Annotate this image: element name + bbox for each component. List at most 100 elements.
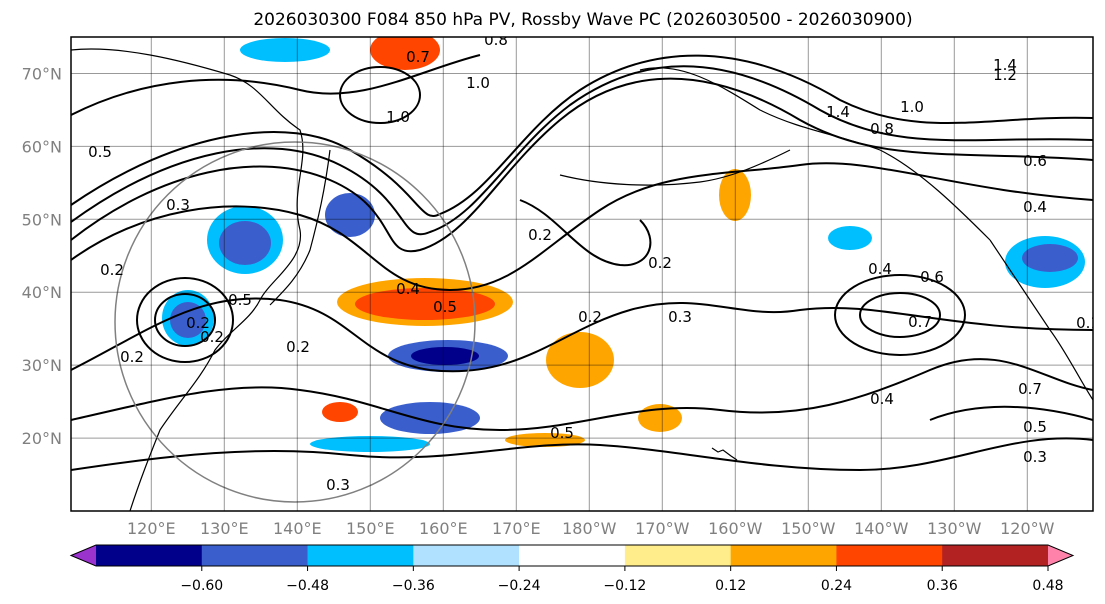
longitude-tick-label: 170°W bbox=[635, 519, 690, 538]
pv-contour-label: 0.5 bbox=[550, 424, 574, 442]
coastline-japan bbox=[269, 149, 331, 306]
longitude-tick-label: 120°W bbox=[1000, 519, 1055, 538]
latitude-tick-label: 30°N bbox=[22, 356, 62, 375]
colorbar-segment bbox=[836, 545, 943, 566]
pc-anomaly-japan-negative-core bbox=[219, 221, 271, 265]
pc-anomaly-gulf-positive bbox=[719, 169, 751, 221]
colorbar-segment bbox=[201, 545, 309, 566]
map-frame bbox=[70, 36, 1094, 512]
pv-contour-label: 1.0 bbox=[466, 74, 490, 92]
pv-contour-label: 0.2 bbox=[286, 338, 310, 356]
pc-anomaly-gulf-negative bbox=[828, 226, 872, 250]
longitude-tick-label: 160°W bbox=[708, 519, 763, 538]
pv-contour bbox=[71, 65, 1093, 236]
pc-anomaly-tropical-positive bbox=[505, 433, 585, 447]
colorbar-segment bbox=[942, 545, 1049, 566]
colorbar-segment bbox=[307, 545, 414, 566]
pv-contour-label: 0.5 bbox=[88, 143, 112, 161]
colorbar-outline bbox=[69, 544, 1075, 567]
latitude-tick-label: 50°N bbox=[22, 210, 62, 229]
pv-contour-label: 0.4 bbox=[868, 260, 892, 278]
longitude-tick-label: 130°E bbox=[200, 519, 249, 538]
longitude-tick-label: 150°E bbox=[346, 519, 395, 538]
pv-contour-label: 0.4 bbox=[396, 280, 420, 298]
colorbar-tick-label: 0.48 bbox=[1032, 578, 1063, 594]
colorbar-extend-min bbox=[71, 545, 96, 566]
map-plot-area: 0.8 0.7 1.0 1.0 0.5 0.3 0.2 0.5 0.2 0.4 0.5 0.2 0.2 0… bbox=[71, 31, 1093, 511]
pv-contour-label: 0.3 bbox=[1023, 448, 1047, 466]
colorbar-tick-label: −0.36 bbox=[392, 578, 435, 594]
colorbar-tick-label: −0.12 bbox=[603, 578, 646, 594]
latitude-tick-labels: 70°N 60°N 50°N 40°N 30°N 20°N bbox=[22, 64, 62, 448]
longitude-tick-label: 170°E bbox=[492, 519, 541, 538]
coastline-alaska bbox=[639, 67, 991, 241]
pc-anomaly-china-negative-core bbox=[170, 302, 206, 338]
coastlines bbox=[71, 48, 1093, 511]
coastline-aleutians bbox=[559, 149, 791, 186]
colorbar-tick-label: 0.24 bbox=[821, 578, 852, 594]
colorbar-tick-label: 0.36 bbox=[927, 578, 958, 594]
pv-contour bbox=[71, 54, 1093, 217]
pv-contour bbox=[859, 292, 941, 338]
pv-contour-label: 0.3 bbox=[326, 476, 350, 494]
colorbar-tick-label: −0.24 bbox=[498, 578, 541, 594]
pv-contour bbox=[71, 358, 1093, 432]
graticule bbox=[71, 37, 1093, 511]
pv-contour bbox=[136, 277, 234, 363]
pv-contour-label: 0.3 bbox=[166, 196, 190, 214]
colorbar-segment bbox=[730, 545, 837, 566]
pv-contour-label: 0.5 bbox=[433, 298, 457, 316]
pv-contour bbox=[71, 297, 1093, 373]
pv-contour-label: 0.2 bbox=[100, 261, 124, 279]
pv-contour-label: 0.4 bbox=[1023, 198, 1047, 216]
coastline-north-america bbox=[989, 239, 1093, 401]
pv-contour-label: 0.7 bbox=[1018, 380, 1042, 398]
pv-contour-label: 0.5 bbox=[228, 291, 252, 309]
pv-contour bbox=[519, 199, 652, 267]
pc-anomaly-eastern-positive bbox=[322, 402, 358, 422]
pv-contour-label: 0.8 bbox=[484, 31, 508, 49]
colorbar-tick-label: 0.12 bbox=[715, 578, 746, 594]
pv-contour-label: 0.2 bbox=[120, 348, 144, 366]
longitude-tick-labels: 120°E 130°E 140°E 150°E 160°E 170°E 180°W 170°W… bbox=[127, 519, 1055, 538]
longitude-tick-label: 160°E bbox=[419, 519, 468, 538]
colorbar-segment bbox=[624, 545, 732, 566]
rossby-region-circle bbox=[114, 141, 476, 503]
colorbar-extend-max bbox=[1048, 545, 1073, 566]
pv-contour-label: 0.2 bbox=[578, 308, 602, 326]
pc-anomaly-southern-negative bbox=[380, 402, 480, 434]
colorbar-tick-labels: −0.60 −0.48 −0.36 −0.24 −0.12 0.12 0.24 0.36 0.4… bbox=[180, 566, 1064, 594]
pc-anomaly-northwest-negative bbox=[325, 193, 375, 237]
coastline-asia bbox=[71, 48, 304, 511]
pv-contour-label: 1.0 bbox=[900, 98, 924, 116]
longitude-tick-label: 130°W bbox=[927, 519, 982, 538]
pv-contour-label: 0.6 bbox=[920, 268, 944, 286]
longitude-tick-label: 120°E bbox=[127, 519, 176, 538]
pv-contour-label: 0.2 bbox=[648, 254, 672, 272]
pc-anomaly-central-negative-core bbox=[411, 347, 479, 365]
pv-contour-label: 0.6 bbox=[1023, 152, 1047, 170]
pv-contour bbox=[834, 274, 966, 356]
colorbar-tick-label: −0.60 bbox=[180, 578, 223, 594]
pv-contour-labels: 0.8 0.7 1.0 1.0 0.5 0.3 0.2 0.5 0.2 0.4 0.5 0.2 0.2 0… bbox=[88, 31, 1093, 494]
pv-contour bbox=[929, 405, 1093, 421]
pc-anomaly-westcoast-negative-core bbox=[1022, 244, 1078, 272]
pc-anomaly-kuroshio-positive-core bbox=[355, 288, 495, 320]
longitude-tick-label: 180°W bbox=[562, 519, 617, 538]
pv-contour bbox=[71, 54, 481, 116]
pc-anomaly-dateline-positive bbox=[546, 332, 614, 388]
pv-contour-label: 1.0 bbox=[386, 108, 410, 126]
pv-contour-label: 0.8 bbox=[870, 120, 894, 138]
longitude-tick-label: 150°W bbox=[781, 519, 836, 538]
pc-anomaly-alaska-negative bbox=[240, 38, 330, 62]
colorbar-tick-label: −0.48 bbox=[286, 578, 329, 594]
pv-contour bbox=[339, 66, 421, 124]
latitude-tick-label: 60°N bbox=[22, 137, 62, 156]
pv-contour-label: 1.4 bbox=[993, 56, 1017, 74]
pv-contour-label: 0.7 bbox=[908, 313, 932, 331]
coastline-hawaii bbox=[711, 447, 738, 461]
map-background bbox=[71, 37, 1093, 511]
pv-contour-label: 0.4 bbox=[870, 390, 894, 408]
latitude-tick-label: 70°N bbox=[22, 64, 62, 83]
pv-contour-label: 0.7 bbox=[406, 48, 430, 66]
